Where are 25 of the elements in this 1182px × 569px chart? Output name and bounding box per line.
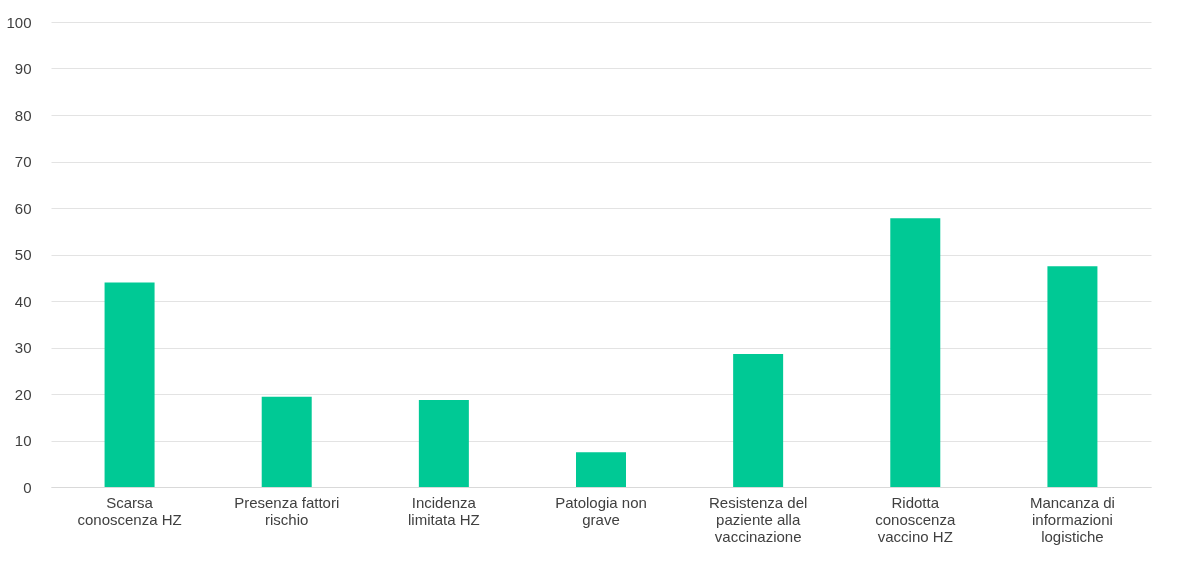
bar [576, 452, 626, 487]
y-tick-label: 70 [14, 153, 32, 170]
y-tick-label: 100 [6, 13, 32, 31]
y-tick-label: 80 [14, 106, 32, 124]
x-tick-label: Presenza fattori rischio [234, 493, 340, 528]
x-tick-label: Patologia non grave [555, 493, 647, 528]
bar [733, 354, 784, 487]
bar [418, 400, 469, 487]
y-tick-label: 50 [14, 246, 32, 263]
x-tick-label: Resistenza del paziente alla vaccinazione [708, 493, 808, 545]
x-tick-label: Ridotta conoscenza vaccino HZ [875, 493, 956, 545]
y-tick-label: 40 [14, 292, 32, 310]
bar [1047, 266, 1098, 487]
bar [261, 396, 312, 487]
y-tick-label: 0 [23, 478, 32, 496]
bar [890, 218, 941, 487]
y-tick-label: 20 [14, 385, 32, 403]
bar [104, 282, 155, 487]
x-tick-label: Scarsa conoscenza HZ [77, 493, 182, 528]
y-tick-label: 10 [14, 432, 32, 449]
x-tick-label: Incidenza limitata HZ [408, 493, 480, 528]
y-tick-label: 90 [14, 60, 32, 77]
x-tick-label: Mancanza di informazioni logistiche [1029, 493, 1115, 545]
y-tick-label: 30 [14, 339, 32, 356]
y-tick-label: 60 [14, 199, 32, 217]
